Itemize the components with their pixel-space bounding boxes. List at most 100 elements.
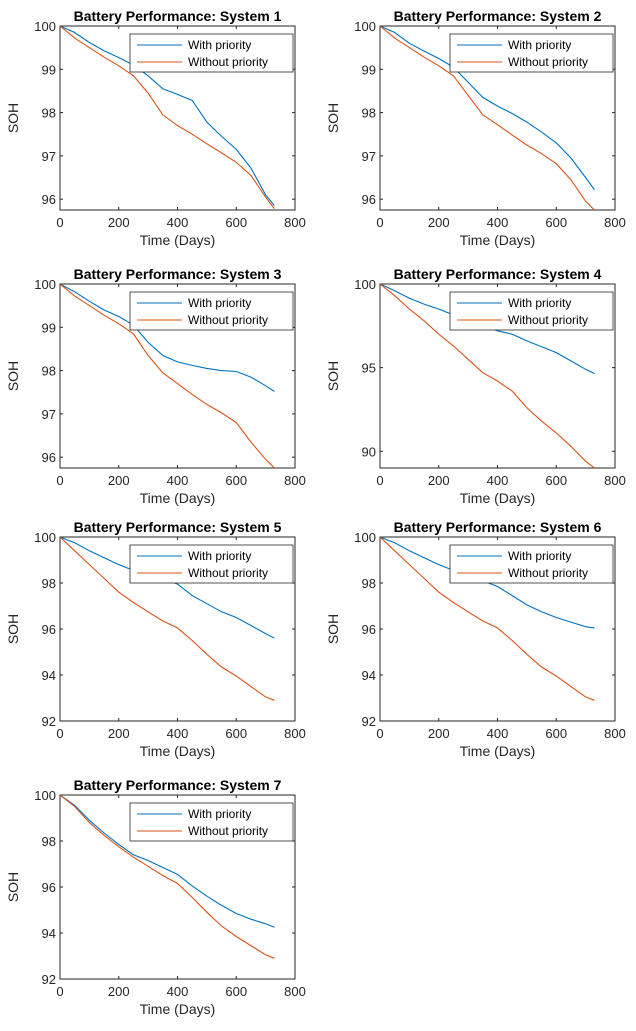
- series-line-without-priority: [60, 537, 275, 701]
- legend: With priority Without priority: [449, 544, 614, 584]
- y-axis-label: SOH: [5, 872, 21, 902]
- chart-title: Battery Performance: System 2: [394, 8, 602, 24]
- legend-entry: With priority: [508, 38, 571, 52]
- legend-entry: Without priority: [188, 566, 268, 580]
- x-tick-label: 200: [108, 215, 130, 230]
- x-tick-label: 0: [376, 473, 383, 488]
- x-tick-label: 200: [108, 726, 130, 741]
- legend-box: [449, 33, 614, 73]
- y-tick-label: 96: [362, 192, 376, 207]
- x-tick-label: 400: [167, 726, 189, 741]
- series-line-without-priority: [60, 26, 275, 210]
- y-tick-label: 94: [362, 668, 376, 683]
- y-tick-label: 92: [42, 714, 56, 729]
- legend: With priority Without priority: [129, 291, 294, 331]
- x-tick-label: 800: [284, 984, 306, 999]
- y-tick-label: 100: [34, 277, 56, 292]
- x-tick-label: 600: [225, 215, 247, 230]
- x-tick-label: 400: [487, 215, 509, 230]
- y-tick-label: 100: [34, 530, 56, 545]
- y-tick-label: 100: [34, 19, 56, 34]
- x-axis-label: Time (Days): [140, 743, 216, 759]
- series-line-with-priority: [60, 284, 275, 392]
- legend-box: [449, 291, 614, 331]
- legend-entry: Without priority: [508, 55, 588, 69]
- x-tick-label: 0: [56, 473, 63, 488]
- y-tick-label: 92: [362, 714, 376, 729]
- y-tick-label: 96: [42, 880, 56, 895]
- legend-entry: With priority: [188, 549, 251, 563]
- legend: With priority Without priority: [449, 291, 614, 331]
- series-line-with-priority: [60, 26, 275, 207]
- legend-entry: With priority: [508, 549, 571, 563]
- legend-entry: Without priority: [508, 313, 588, 327]
- y-tick-label: 100: [34, 788, 56, 803]
- x-tick-label: 600: [225, 726, 247, 741]
- chart-title: Battery Performance: System 1: [74, 8, 282, 24]
- y-tick-label: 98: [362, 106, 376, 121]
- series-line-without-priority: [380, 537, 595, 701]
- y-axis-label: SOH: [325, 614, 341, 644]
- y-tick-label: 98: [42, 364, 56, 379]
- y-axis-label: SOH: [5, 614, 21, 644]
- y-tick-label: 98: [42, 834, 56, 849]
- x-tick-label: 400: [167, 984, 189, 999]
- x-tick-label: 600: [545, 726, 567, 741]
- y-tick-label: 97: [362, 149, 376, 164]
- series-line-without-priority: [60, 284, 275, 468]
- legend: With priority Without priority: [449, 33, 614, 73]
- x-tick-label: 600: [225, 984, 247, 999]
- x-axis-label: Time (Days): [140, 1001, 216, 1017]
- y-tick-label: 96: [362, 622, 376, 637]
- series-line-without-priority: [380, 26, 595, 210]
- legend-entry: With priority: [508, 296, 571, 310]
- series-line-with-priority: [60, 795, 275, 928]
- y-axis-label: SOH: [5, 361, 21, 391]
- x-tick-label: 400: [487, 726, 509, 741]
- chart-title: Battery Performance: System 5: [74, 519, 282, 535]
- y-tick-label: 90: [362, 444, 376, 459]
- legend-entry: Without priority: [188, 824, 268, 838]
- chart-panel-7: Battery Performance: System 7 0 200 400 600 8…: [5, 777, 306, 1017]
- chart-panel-6: Battery Performance: System 6 0 200 400 600 8…: [325, 519, 626, 759]
- y-tick-label: 92: [42, 972, 56, 987]
- y-tick-label: 98: [42, 106, 56, 121]
- x-tick-label: 200: [428, 726, 450, 741]
- chart-title: Battery Performance: System 3: [74, 266, 282, 282]
- x-tick-label: 200: [108, 473, 130, 488]
- y-axis-label: SOH: [325, 103, 341, 133]
- y-tick-label: 100: [354, 19, 376, 34]
- legend-box: [129, 544, 294, 584]
- x-tick-label: 400: [487, 473, 509, 488]
- legend-entry: With priority: [188, 807, 251, 821]
- x-tick-label: 800: [284, 215, 306, 230]
- x-axis-label: Time (Days): [140, 232, 216, 248]
- legend: With priority Without priority: [129, 544, 294, 584]
- chart-panel-4: Battery Performance: System 4 0 200 400 600 8…: [325, 266, 626, 506]
- y-axis-label: SOH: [5, 103, 21, 133]
- x-tick-label: 800: [284, 473, 306, 488]
- series-line-without-priority: [60, 795, 275, 959]
- y-tick-label: 96: [42, 192, 56, 207]
- x-axis-label: Time (Days): [140, 490, 216, 506]
- x-tick-label: 800: [604, 215, 626, 230]
- legend-entry: Without priority: [508, 566, 588, 580]
- y-tick-label: 96: [42, 622, 56, 637]
- x-tick-label: 400: [167, 473, 189, 488]
- legend-entry: Without priority: [188, 55, 268, 69]
- x-tick-label: 0: [56, 215, 63, 230]
- x-tick-label: 0: [376, 726, 383, 741]
- series-line-without-priority: [380, 284, 595, 468]
- y-tick-label: 99: [42, 62, 56, 77]
- y-tick-label: 94: [42, 926, 56, 941]
- legend-entry: Without priority: [188, 313, 268, 327]
- chart-title: Battery Performance: System 6: [394, 519, 602, 535]
- legend-box: [449, 544, 614, 584]
- x-tick-label: 0: [56, 726, 63, 741]
- x-axis-label: Time (Days): [460, 743, 536, 759]
- series-line-with-priority: [380, 537, 595, 629]
- legend-entry: With priority: [188, 38, 251, 52]
- y-tick-label: 97: [42, 407, 56, 422]
- x-tick-label: 200: [428, 215, 450, 230]
